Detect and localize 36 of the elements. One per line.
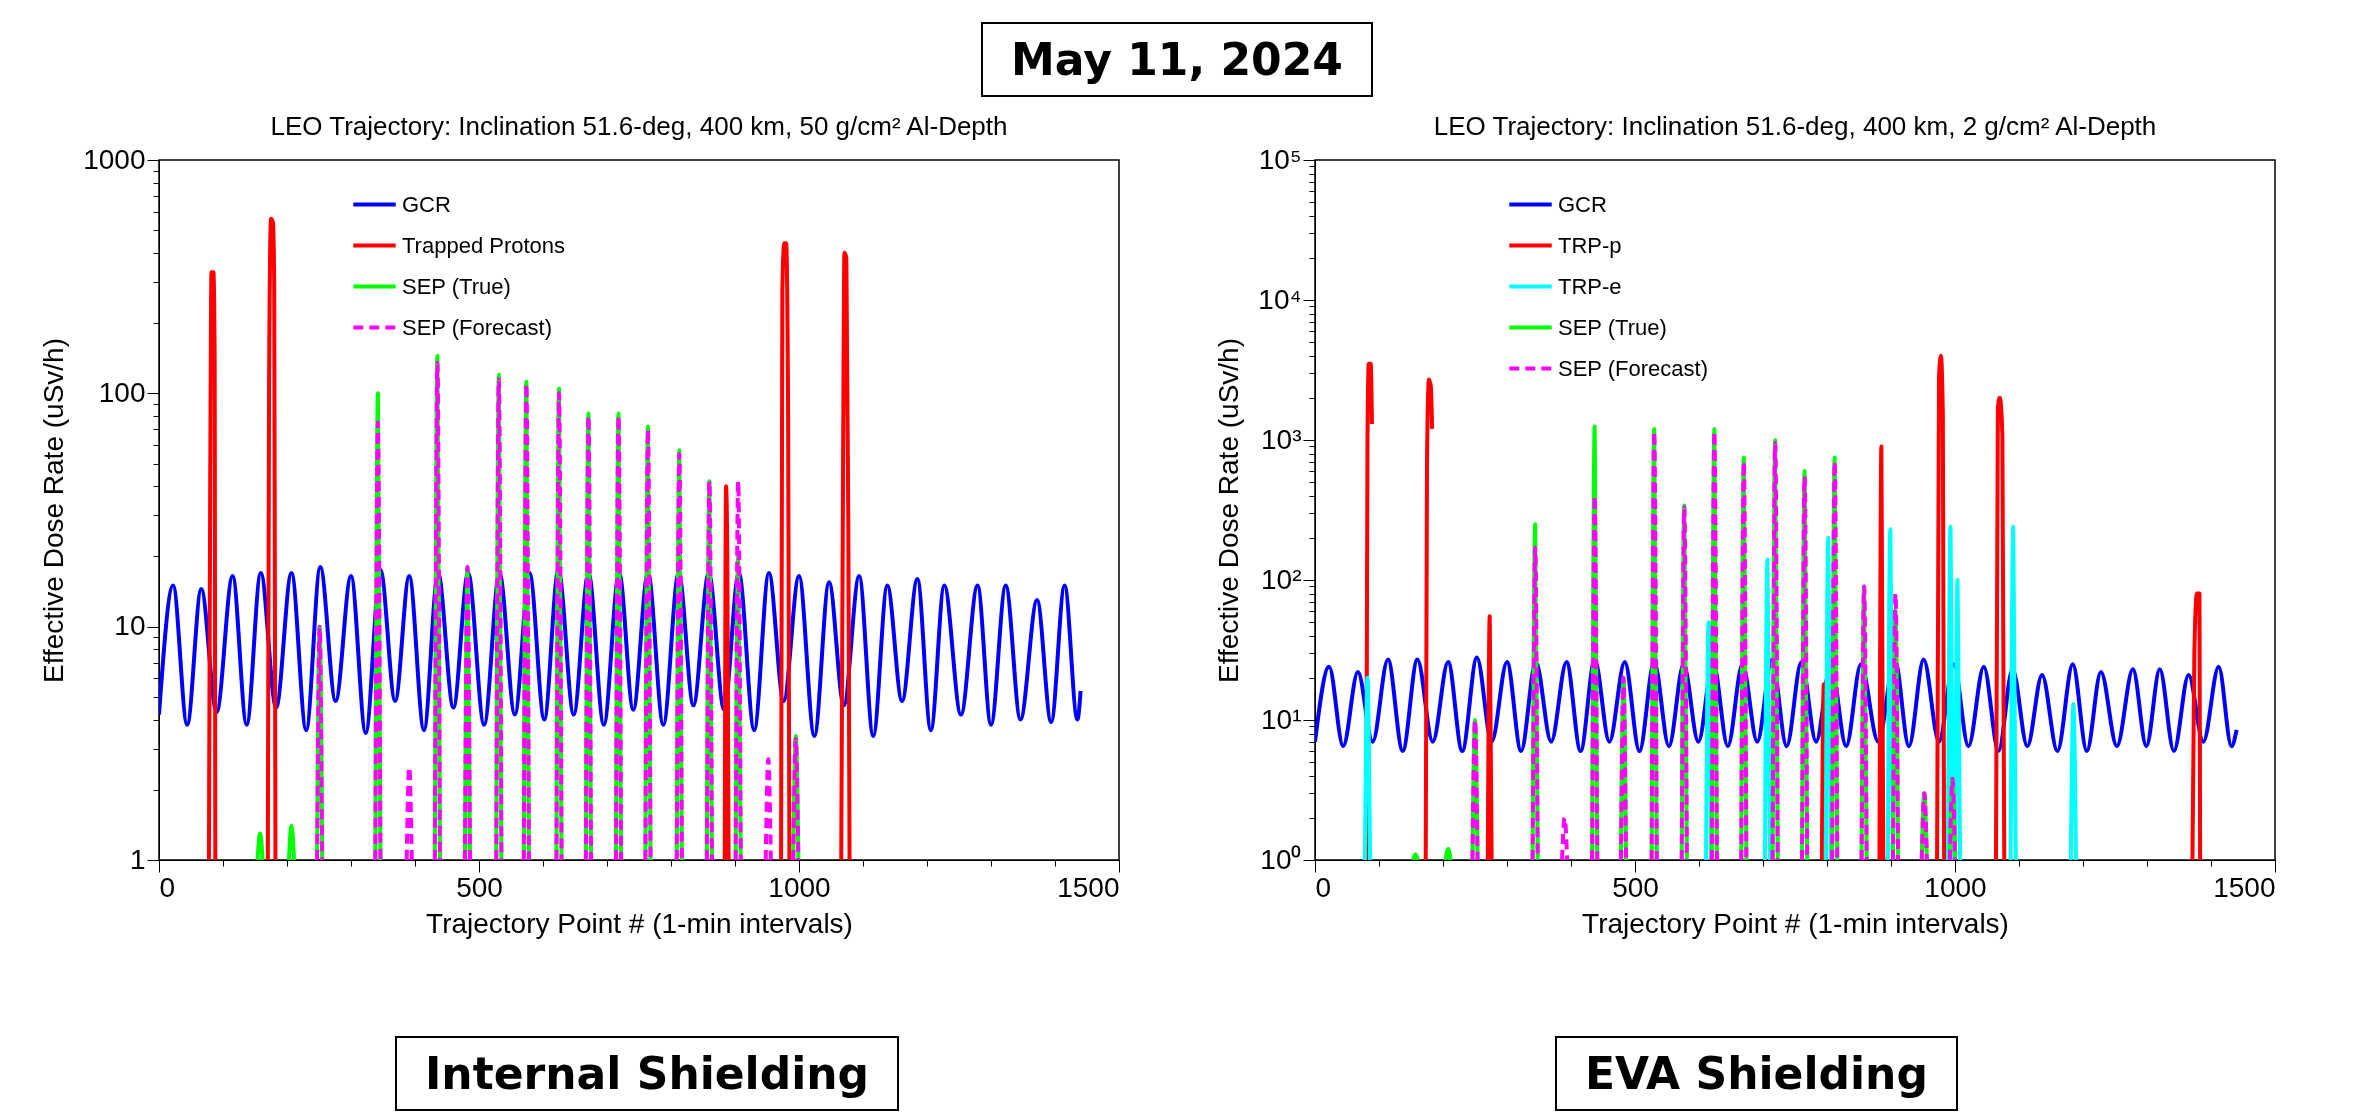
text: Internal Shielding [395, 1036, 900, 1111]
y-axis-title: Effective Dose Rate (uSv/h) [38, 338, 70, 683]
x-tick-label: 500 [1612, 871, 1659, 903]
y-tick-label: 100 [98, 376, 146, 408]
x-axis-title: Trajectory Point # (1-min intervals) [426, 907, 853, 939]
x-axis-title: Trajectory Point # (1-min intervals) [1582, 907, 2009, 939]
legend-label: GCR [402, 191, 451, 217]
y-tick-label: 10¹ [1261, 703, 1302, 735]
x-tick-label: 1500 [1057, 871, 1120, 903]
y-tick-label: 1 [129, 843, 146, 875]
text: EVA Shielding [1555, 1036, 1958, 1111]
legend-label: TRP-e [1558, 273, 1622, 299]
legend-label: SEP (Forecast) [402, 314, 552, 340]
legend-label: SEP (True) [1558, 314, 1667, 340]
y-tick-label: 10² [1261, 563, 1302, 595]
chart-subtitle: May 11, 2024 [981, 22, 1373, 97]
y-tick-label: 10⁵ [1258, 143, 1302, 175]
legend-label: GCR [1558, 191, 1607, 217]
x-tick-label: 0 [1315, 871, 1332, 903]
y-tick-label: 10⁴ [1258, 283, 1302, 315]
legend-label: SEP (Forecast) [1558, 355, 1708, 381]
x-tick-label: 0 [159, 871, 176, 903]
y-tick-label: 1000 [83, 143, 146, 175]
y-tick-label: 10³ [1261, 423, 1302, 455]
x-tick-label: 1000 [1924, 871, 1987, 903]
x-tick-label: 1000 [768, 871, 831, 903]
y-tick-label: 10 [114, 610, 146, 642]
chart-title: LEO Trajectory: Inclination 51.6-deg, 400 km, 2 g/cm² Al-Depth [1433, 111, 2157, 141]
legend-label: Trapped Protons [402, 232, 566, 258]
y-tick-label: 10⁰ [1260, 843, 1302, 875]
chart-title: LEO Trajectory: Inclination 51.6-deg, 400 km, 50 g/cm² Al-Depth [270, 111, 1008, 141]
y-axis-title: Effective Dose Rate (uSv/h) [1213, 338, 1245, 683]
legend-label: SEP (True) [402, 273, 511, 299]
x-tick-label: 500 [456, 871, 503, 903]
x-tick-label: 1500 [2213, 871, 2276, 903]
legend-label: TRP-p [1558, 232, 1622, 258]
